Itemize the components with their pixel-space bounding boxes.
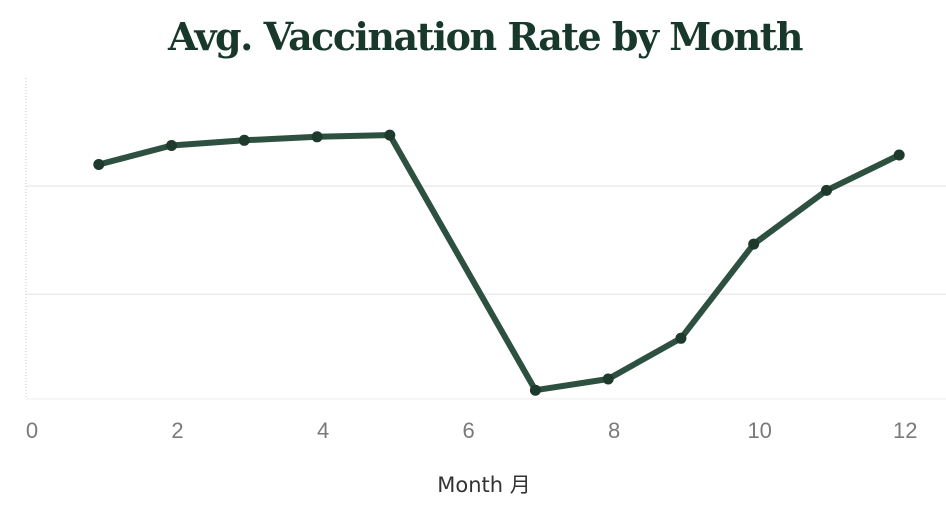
x-tick-label-0: 0 <box>26 418 38 443</box>
data-point-month-3[interactable] <box>238 134 250 146</box>
series-line <box>95 132 903 394</box>
chart-title: Avg. Vaccination Rate by Month <box>168 14 803 59</box>
data-points <box>93 129 905 396</box>
data-point-month-4[interactable] <box>311 131 323 143</box>
data-point-month-7[interactable] <box>529 384 541 396</box>
data-point-month-9[interactable] <box>675 332 687 344</box>
data-point-month-8[interactable] <box>602 373 614 385</box>
data-point-month-1[interactable] <box>93 159 105 170</box>
x-tick-label-4: 4 <box>317 418 329 443</box>
x-tick-label-12: 12 <box>893 418 917 443</box>
x-tick-label-8: 8 <box>608 418 620 443</box>
data-point-month-11[interactable] <box>821 184 832 196</box>
x-tick-label-2: 2 <box>171 418 183 443</box>
data-point-month-2[interactable] <box>166 140 177 151</box>
x-axis-label: Month 月 <box>437 473 531 497</box>
gridlines <box>26 185 946 295</box>
data-point-month-5[interactable] <box>384 129 396 141</box>
data-point-month-10[interactable] <box>748 238 760 250</box>
x-tick-label-6: 6 <box>462 418 474 443</box>
x-tick-labels: 0 2 4 6 8 10 12 <box>26 418 918 443</box>
x-tick-label-10: 10 <box>747 418 771 443</box>
data-point-month-12[interactable] <box>893 149 905 161</box>
